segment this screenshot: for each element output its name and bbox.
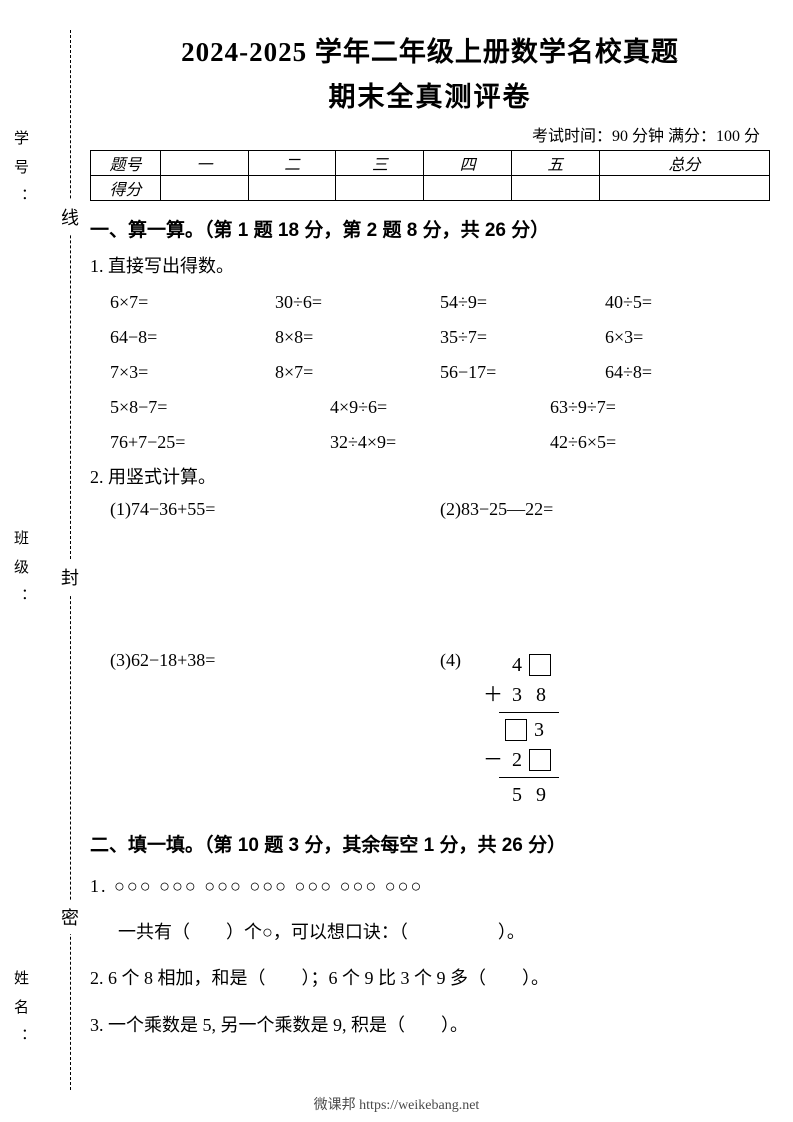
- cell: [161, 176, 249, 201]
- blank-box: [505, 719, 527, 741]
- eq: 32÷4×9=: [330, 432, 550, 453]
- eq: 54÷9=: [440, 292, 605, 313]
- cell: 得分: [91, 176, 161, 201]
- label-xuehao: 学号：: [10, 130, 31, 217]
- digit: 3: [505, 680, 529, 710]
- vert-c: (3)62−18+38=: [110, 650, 440, 671]
- eq: 35÷7=: [440, 327, 605, 348]
- rule: [499, 712, 559, 713]
- equation-row: 6×7= 30÷6= 54÷9= 40÷5=: [90, 292, 770, 313]
- margin-char-xian: 线: [55, 200, 85, 234]
- binding-margin: 线 封 密: [55, 30, 85, 1090]
- digit: 3: [527, 715, 551, 745]
- cell: 五: [511, 151, 599, 176]
- fill-q1b: 一共有（ ）个○，可以想口诀：（ ）。: [90, 915, 770, 949]
- digit: 4: [505, 650, 529, 680]
- eq: 42÷6×5=: [550, 432, 770, 453]
- label-xingming: 姓名：: [10, 970, 31, 1057]
- blank-box: [529, 749, 551, 771]
- digit: 2: [505, 745, 529, 775]
- title-line-1: 2024-2025 学年二年级上册数学名校真题: [90, 30, 770, 69]
- exam-info: 考试时间：90 分钟 满分：100 分: [90, 122, 770, 146]
- eq: 56−17=: [440, 362, 605, 383]
- equation-row: 64−8= 8×8= 35÷7= 6×3=: [90, 327, 770, 348]
- cell: 三: [336, 151, 424, 176]
- margin-char-feng: 封: [55, 560, 85, 594]
- eq: 6×7=: [110, 292, 275, 313]
- cell: [248, 176, 336, 201]
- margin-char-mi: 密: [55, 900, 85, 934]
- vert-d: (4) 4 ＋38 3 －2 59: [440, 650, 770, 810]
- digit: 8: [529, 680, 553, 710]
- eq: 8×7=: [275, 362, 440, 383]
- cell: [599, 176, 769, 201]
- workspace: [90, 520, 770, 640]
- fill-q3: 3. 一个乘数是 5, 另一个乘数是 9, 积是（ ）。: [90, 1008, 770, 1042]
- equation-row: 5×8−7= 4×9÷6= 63÷9÷7=: [90, 397, 770, 418]
- eq: 64÷8=: [605, 362, 770, 383]
- cell: 总分: [599, 151, 769, 176]
- eq: 30÷6=: [275, 292, 440, 313]
- vert-d-label: (4): [440, 650, 461, 810]
- score-table: 题号 一 二 三 四 五 总分 得分: [90, 150, 770, 201]
- section-2-heading: 二、填一填。（第 10 题 3 分，其余每空 1 分，共 26 分）: [90, 830, 770, 857]
- fill-q2: 2. 6 个 8 相加，和是（ ）；6 个 9 比 3 个 9 多（ ）。: [90, 961, 770, 995]
- digit: 5: [505, 780, 529, 810]
- vertical-row: (1)74−36+55= (2)83−25—22=: [90, 499, 770, 520]
- cell: [336, 176, 424, 201]
- footer-text: 微课邦 https://weikebang.net: [0, 1094, 793, 1114]
- section-1-heading: 一、算一算。（第 1 题 18 分，第 2 题 8 分，共 26 分）: [90, 215, 770, 242]
- cell: 四: [424, 151, 512, 176]
- title-line-2: 期末全真测评卷: [90, 75, 770, 114]
- equation-row: 76+7−25= 32÷4×9= 42÷6×5=: [90, 432, 770, 453]
- equation-row: 7×3= 8×7= 56−17= 64÷8=: [90, 362, 770, 383]
- eq: 40÷5=: [605, 292, 770, 313]
- blank-box: [529, 654, 551, 676]
- cell: 一: [161, 151, 249, 176]
- table-row: 得分: [91, 176, 770, 201]
- q1-label: 1. 直接写出得数。: [90, 252, 770, 278]
- label-banji: 班级：: [10, 530, 31, 617]
- cell: [511, 176, 599, 201]
- digit: 9: [529, 780, 553, 810]
- eq: 64−8=: [110, 327, 275, 348]
- cell: [424, 176, 512, 201]
- cell: 二: [248, 151, 336, 176]
- eq: 7×3=: [110, 362, 275, 383]
- column-math: 4 ＋38 3 －2 59: [481, 650, 559, 810]
- eq: 63÷9÷7=: [550, 397, 770, 418]
- eq: 76+7−25=: [110, 432, 330, 453]
- page-content: 2024-2025 学年二年级上册数学名校真题 期末全真测评卷 考试时间：90 …: [90, 30, 770, 1042]
- eq: 4×9÷6=: [330, 397, 550, 418]
- q2-label: 2. 用竖式计算。: [90, 463, 770, 489]
- op: －: [481, 745, 505, 775]
- vert-a: (1)74−36+55=: [110, 499, 440, 520]
- table-row: 题号 一 二 三 四 五 总分: [91, 151, 770, 176]
- eq: 6×3=: [605, 327, 770, 348]
- vertical-row: (3)62−18+38= (4) 4 ＋38 3 －2 59: [90, 650, 770, 810]
- rule: [499, 777, 559, 778]
- vert-b: (2)83−25—22=: [440, 499, 770, 520]
- eq: 8×8=: [275, 327, 440, 348]
- fill-q1a: 1. ○○○ ○○○ ○○○ ○○○ ○○○ ○○○ ○○○: [90, 869, 770, 903]
- op: ＋: [481, 680, 505, 710]
- cell: 题号: [91, 151, 161, 176]
- eq: 5×8−7=: [110, 397, 330, 418]
